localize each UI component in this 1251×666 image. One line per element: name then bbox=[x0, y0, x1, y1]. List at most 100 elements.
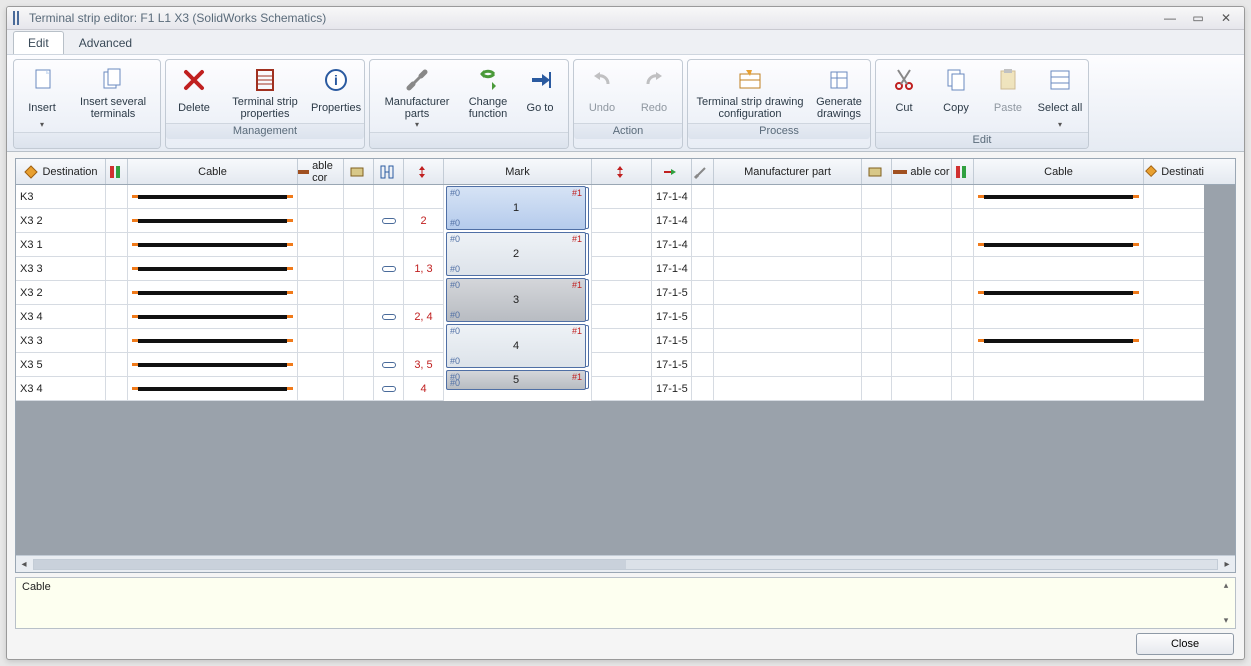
strip-properties-button[interactable]: Terminal strip properties bbox=[220, 62, 310, 121]
horizontal-scrollbar[interactable]: ◂ ▸ bbox=[16, 555, 1235, 572]
cell-link bbox=[374, 185, 404, 208]
tab-edit[interactable]: Edit bbox=[13, 31, 64, 54]
insert-several-button[interactable]: Insert several terminals bbox=[68, 62, 158, 130]
cell-red: 2, 4 bbox=[404, 305, 444, 328]
select-all-dropdown-icon: ▾ bbox=[1058, 120, 1062, 129]
cell-destination: X3 2 bbox=[16, 209, 106, 232]
goto-button[interactable]: Go to bbox=[514, 62, 566, 130]
cable-glyph bbox=[132, 335, 293, 347]
table-row[interactable]: 17-1-5 bbox=[592, 377, 1204, 401]
col-box-right[interactable] bbox=[862, 159, 892, 184]
cable-pane-label: Cable bbox=[22, 581, 51, 593]
drawing-config-button[interactable]: Terminal strip drawing configuration bbox=[690, 62, 810, 121]
col-red-right[interactable] bbox=[592, 159, 652, 184]
dialog-footer: Close bbox=[7, 629, 1244, 659]
cell-arrow: 17-1-5 bbox=[652, 329, 692, 352]
table-row[interactable]: X3 3 bbox=[16, 329, 444, 353]
link-icon bbox=[382, 314, 396, 320]
col-tool[interactable] bbox=[692, 159, 714, 184]
table-row[interactable]: 17-1-5 bbox=[592, 305, 1204, 329]
table-row[interactable]: X3 2 bbox=[16, 281, 444, 305]
cable-glyph bbox=[978, 335, 1139, 347]
insert-button[interactable]: Insert ▾ bbox=[16, 62, 68, 130]
col-manufacturer-part[interactable]: Manufacturer part bbox=[714, 159, 862, 184]
tab-advanced[interactable]: Advanced bbox=[64, 31, 147, 54]
col-ablecor-right[interactable]: able cor bbox=[892, 159, 952, 184]
table-row[interactable]: X3 31, 3 bbox=[16, 257, 444, 281]
cable-glyph bbox=[978, 287, 1139, 299]
cell-cable bbox=[128, 377, 298, 400]
table-row[interactable]: X3 1 bbox=[16, 233, 444, 257]
scroll-right-button[interactable]: ▸ bbox=[1219, 556, 1235, 572]
insert-several-icon bbox=[99, 66, 127, 94]
mark-cell[interactable]: #0#0#11 bbox=[446, 186, 586, 230]
col-destination-right[interactable]: Destinati bbox=[1144, 159, 1204, 184]
mark-cell[interactable]: #0#0#15 bbox=[446, 370, 586, 390]
copy-button[interactable]: Copy bbox=[930, 62, 982, 130]
cable-pane-scrollbar[interactable]: ▴▾ bbox=[1219, 580, 1233, 626]
table-row[interactable]: 17-1-4 bbox=[592, 185, 1204, 209]
table-row[interactable]: 17-1-5 bbox=[592, 353, 1204, 377]
cell-arrow: 17-1-4 bbox=[652, 185, 692, 208]
col-mark[interactable]: Mark bbox=[444, 159, 592, 184]
table-row[interactable]: 17-1-5 bbox=[592, 329, 1204, 353]
cell-red: 4 bbox=[404, 377, 444, 400]
undo-button[interactable]: Undo bbox=[576, 62, 628, 121]
table-row[interactable]: X3 44 bbox=[16, 377, 444, 401]
titlebar: Terminal strip editor: F1 L1 X3 (SolidWo… bbox=[7, 7, 1244, 30]
minimize-button[interactable]: — bbox=[1158, 11, 1182, 25]
cable-glyph bbox=[132, 191, 293, 203]
restore-button[interactable]: ▭ bbox=[1186, 11, 1210, 25]
properties-icon: i bbox=[322, 66, 350, 94]
cable-glyph bbox=[978, 191, 1139, 203]
mark-cell[interactable]: #0#0#13 bbox=[446, 278, 586, 322]
cut-button[interactable]: Cut bbox=[878, 62, 930, 130]
link-icon bbox=[382, 386, 396, 392]
table-row[interactable]: X3 53, 5 bbox=[16, 353, 444, 377]
table-row[interactable]: X3 42, 4 bbox=[16, 305, 444, 329]
select-all-button[interactable]: Select all ▾ bbox=[1034, 62, 1086, 130]
mark-cell[interactable]: #0#0#14 bbox=[446, 324, 586, 368]
properties-button[interactable]: i Properties bbox=[310, 62, 362, 121]
col-ablecor-left[interactable]: able cor bbox=[298, 159, 344, 184]
col-warn-right[interactable] bbox=[952, 159, 974, 184]
table-row[interactable]: 17-1-4 bbox=[592, 209, 1204, 233]
col-warn-left[interactable] bbox=[106, 159, 128, 184]
cell-red: 2 bbox=[404, 209, 444, 232]
change-function-button[interactable]: Change function bbox=[462, 62, 514, 130]
col-link[interactable] bbox=[374, 159, 404, 184]
generate-drawings-button[interactable]: Generate drawings bbox=[810, 62, 868, 121]
cell-red bbox=[404, 185, 444, 208]
col-red-left[interactable] bbox=[404, 159, 444, 184]
delete-button[interactable]: Delete bbox=[168, 62, 220, 121]
close-window-button[interactable]: ✕ bbox=[1214, 11, 1238, 25]
cell-cable bbox=[128, 329, 298, 352]
redo-button[interactable]: Redo bbox=[628, 62, 680, 121]
scroll-down-button[interactable]: ▾ bbox=[1219, 615, 1233, 626]
paste-button[interactable]: Paste bbox=[982, 62, 1034, 130]
table-row[interactable]: K3 bbox=[16, 185, 444, 209]
table-row[interactable]: X3 2 2 bbox=[16, 209, 444, 233]
link-icon bbox=[382, 362, 396, 368]
cell-link bbox=[374, 377, 404, 400]
table-row[interactable]: 17-1-4 bbox=[592, 257, 1204, 281]
col-cable-right[interactable]: Cable bbox=[974, 159, 1144, 184]
mark-cell[interactable]: #0#0#12 bbox=[446, 232, 586, 276]
col-box[interactable] bbox=[344, 159, 374, 184]
col-arrow[interactable] bbox=[652, 159, 692, 184]
destination-icon bbox=[23, 164, 39, 180]
table-row[interactable]: 17-1-4 bbox=[592, 233, 1204, 257]
manufacturer-parts-button[interactable]: Manufacturer parts ▾ bbox=[372, 62, 462, 130]
scroll-thumb[interactable] bbox=[34, 560, 626, 569]
cable-glyph bbox=[132, 359, 293, 371]
scroll-left-button[interactable]: ◂ bbox=[16, 556, 32, 572]
close-button[interactable]: Close bbox=[1136, 633, 1234, 655]
manuf-parts-dropdown-icon: ▾ bbox=[415, 120, 419, 129]
table-row[interactable]: 17-1-5 bbox=[592, 281, 1204, 305]
scroll-up-button[interactable]: ▴ bbox=[1219, 580, 1233, 591]
col-cable-left[interactable]: Cable bbox=[128, 159, 298, 184]
connector-icon bbox=[298, 170, 309, 174]
goto-icon bbox=[526, 66, 554, 94]
col-destination-left[interactable]: Destination bbox=[16, 159, 106, 184]
scroll-track[interactable] bbox=[33, 559, 1218, 570]
